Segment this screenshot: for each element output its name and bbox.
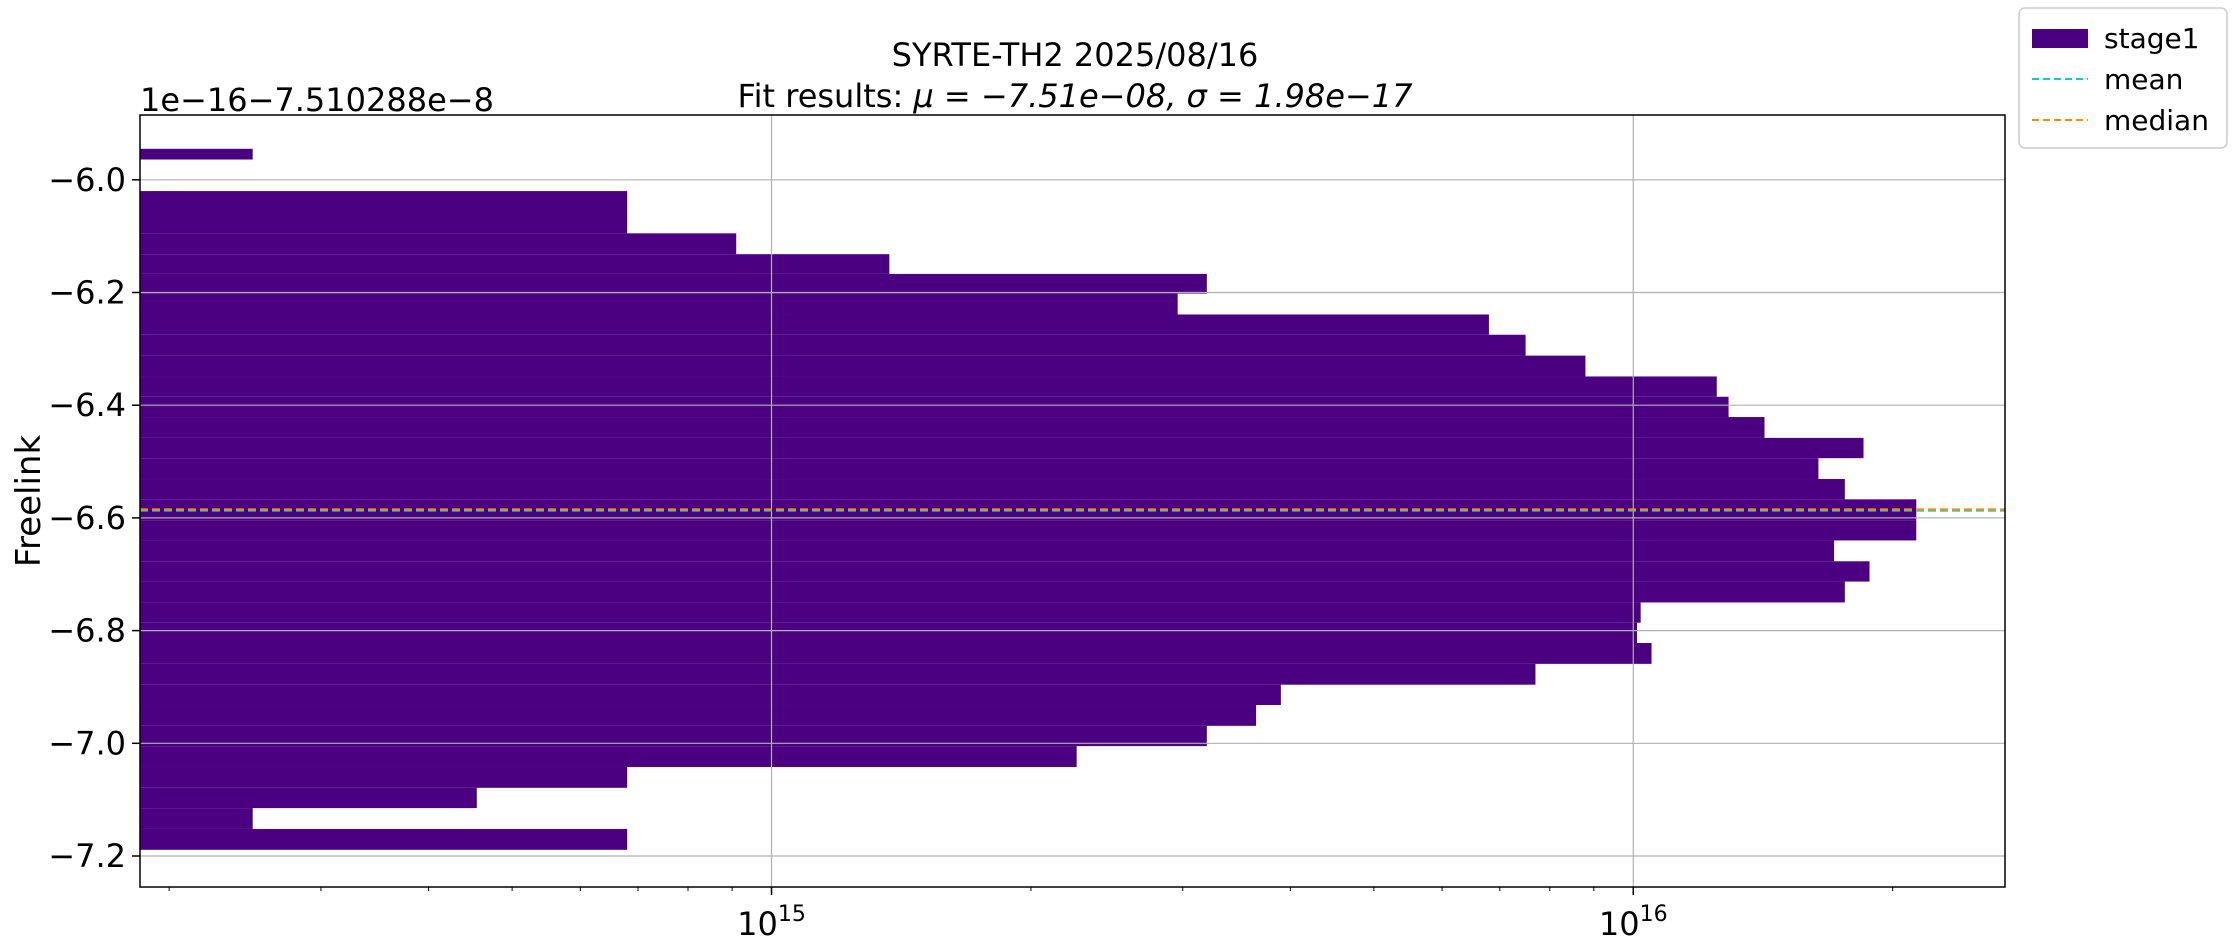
legend-swatch-stage1 (2032, 29, 2088, 48)
histogram-bar (140, 148, 253, 160)
plot-frame (139, 114, 2006, 888)
histogram-bar (140, 520, 1917, 541)
histogram-bar (140, 254, 890, 274)
histogram-bar (140, 417, 1765, 438)
y-tick-label: −6.6 (48, 499, 126, 537)
chart-subtitle: Fit results: μ = −7.51e−08, σ = 1.98e−17 (738, 77, 1414, 115)
histogram-bar (140, 725, 1207, 747)
histogram-bar (140, 437, 1864, 459)
histogram-bar (140, 233, 737, 255)
grid-lines (140, 115, 2005, 887)
y-axis-label: Freelink (9, 435, 49, 568)
y-tick-label: −6.8 (48, 612, 126, 650)
histogram-bar (140, 704, 1257, 726)
histogram-bar (140, 622, 1637, 644)
histogram-bar (140, 746, 1077, 767)
histogram-bar (140, 643, 1652, 664)
histogram-bar (140, 581, 1845, 603)
histogram-bar (140, 334, 1526, 356)
x-tick-label: 1016 (1599, 902, 1668, 940)
histogram-bar (140, 479, 1845, 500)
subtitle-prefix: Fit results: (738, 77, 914, 115)
x-tick-label: 1015 (737, 902, 806, 940)
histogram-bar (140, 355, 1586, 377)
x-axis: 1015 1016 (168, 887, 1894, 940)
legend-label-stage1: stage1 (2104, 22, 2200, 55)
legend-label-median: median (2104, 104, 2209, 137)
histogram-bar (140, 808, 253, 829)
histogram-bar (140, 602, 1641, 623)
legend: stage1 mean median (2018, 7, 2228, 149)
y-offset-text: 1e−16−7.510288e−8 (140, 81, 494, 119)
histogram-bar (140, 540, 1835, 562)
legend-label-mean: mean (2104, 63, 2183, 96)
y-tick-label: −6.2 (48, 274, 126, 312)
y-tick-label: −6.0 (48, 161, 126, 199)
histogram-bar (140, 787, 477, 809)
y-tick-label: −7.0 (48, 724, 126, 762)
histogram-bars (140, 148, 1917, 850)
histogram-bar (140, 396, 1729, 418)
histogram-bar (140, 314, 1489, 335)
histogram-bar (140, 293, 1178, 315)
histogram-bar (140, 273, 1207, 294)
y-axis: −6.0 −6.2 −6.4 −6.6 −6.8 −7.0 −7.2 (48, 161, 140, 875)
histogram-bar (140, 376, 1717, 397)
histogram-bar (140, 191, 628, 234)
chart-title: SYRTE-TH2 2025/08/16 (892, 36, 1259, 74)
histogram-bar (140, 458, 1819, 480)
histogram-bar (140, 828, 628, 850)
histogram-bar (140, 663, 1536, 685)
reference-lines (140, 508, 2005, 512)
histogram-bar (140, 684, 1281, 705)
histogram-bar (140, 766, 628, 788)
histogram-bar (140, 561, 1870, 582)
y-tick-label: −6.4 (48, 386, 126, 424)
y-tick-label: −7.2 (48, 837, 126, 875)
subtitle-math: μ = −7.51e−08, σ = 1.98e−17 (912, 77, 1413, 115)
